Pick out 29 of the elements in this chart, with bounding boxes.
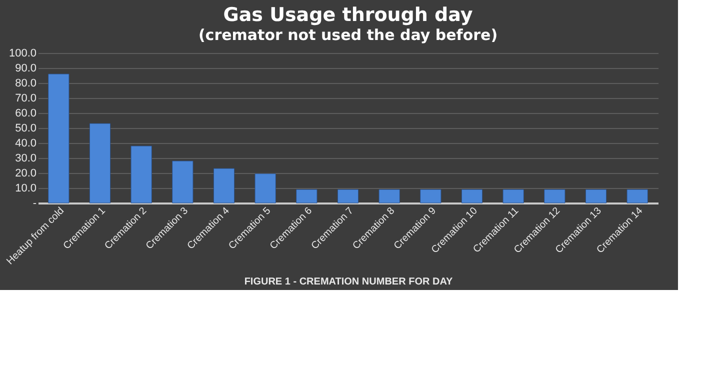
y-tick-label: 80.0 bbox=[15, 78, 36, 90]
bar bbox=[626, 189, 648, 204]
x-axis-title: FIGURE 1 - CREMATION NUMBER FOR DAY bbox=[244, 276, 453, 288]
bar bbox=[172, 160, 194, 204]
bar bbox=[337, 189, 359, 204]
y-tick-label: 100.0 bbox=[8, 48, 36, 60]
chart-title: Gas Usage through day bbox=[223, 4, 474, 26]
bar bbox=[544, 189, 566, 204]
y-tick-label: - bbox=[32, 198, 37, 210]
y-tick-label: 70.0 bbox=[15, 92, 36, 104]
y-tick-label: 40.0 bbox=[15, 138, 36, 150]
bar bbox=[89, 123, 111, 204]
y-tick-label: 20.0 bbox=[15, 168, 36, 180]
bar bbox=[585, 189, 607, 204]
bar bbox=[254, 174, 276, 204]
bar bbox=[296, 189, 318, 204]
bar bbox=[502, 189, 524, 204]
y-tick-label: 50.0 bbox=[15, 122, 36, 134]
y-tick-label: 10.0 bbox=[15, 182, 36, 194]
bar bbox=[461, 189, 483, 204]
bar bbox=[48, 74, 70, 204]
chart-subtitle: (cremator not used the day before) bbox=[198, 26, 498, 44]
bar bbox=[213, 168, 235, 204]
y-tick-label: 60.0 bbox=[15, 108, 36, 120]
bar bbox=[378, 189, 400, 204]
y-tick-label: 90.0 bbox=[15, 62, 36, 74]
bar bbox=[130, 146, 152, 204]
bar bbox=[420, 189, 442, 204]
y-tick-label: 30.0 bbox=[15, 152, 36, 164]
